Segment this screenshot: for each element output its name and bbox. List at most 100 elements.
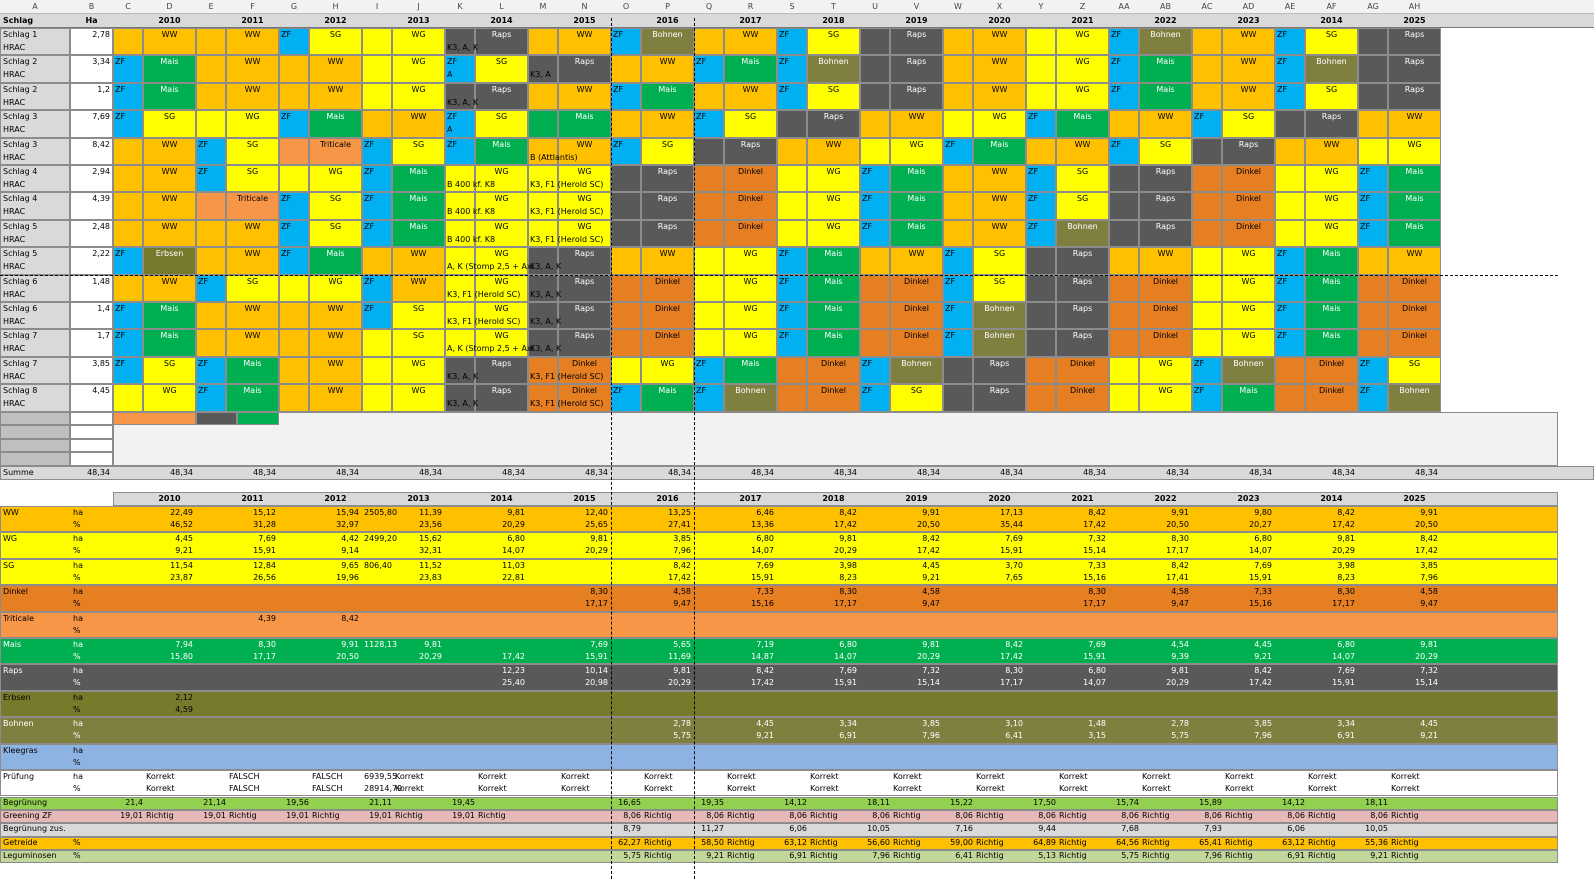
crop-label: Mais	[326, 112, 345, 122]
column-header-q[interactable]: Q	[705, 2, 713, 11]
column-header-aa[interactable]: AA	[1118, 2, 1130, 11]
column-header-g[interactable]: G	[290, 2, 298, 11]
summary-value: 8,06	[706, 811, 724, 821]
crop-cell	[309, 192, 362, 220]
crop-label: SG	[827, 84, 840, 94]
column-header-l[interactable]: L	[499, 2, 504, 11]
zf-cell	[1192, 137, 1222, 165]
header-ha: Ha	[85, 16, 98, 25]
column-header-ac[interactable]: AC	[1201, 2, 1213, 11]
stat-pct-value: 20,29	[668, 678, 691, 688]
crop-name: Bohnen	[3, 719, 34, 729]
stat-ha-value: 8,42	[341, 613, 359, 623]
stat-pct-value: Korrekt	[727, 784, 756, 793]
crop-label: Bohnen	[818, 57, 849, 67]
column-header-ab[interactable]: AB	[1160, 2, 1171, 11]
stat-ha-value: 8,30	[1171, 534, 1189, 544]
column-header-j[interactable]: J	[417, 2, 420, 11]
column-header-u[interactable]: U	[872, 2, 878, 11]
zf-cell	[694, 82, 724, 111]
zf-cell	[445, 356, 475, 385]
column-header-b[interactable]: B	[88, 2, 95, 11]
crop-cell	[392, 219, 445, 248]
stat-ha-value: 13,25	[668, 508, 691, 517]
field-ha-bg	[70, 219, 113, 248]
crop-label: Bohnen	[652, 30, 683, 39]
stat-ha-value: 9,81	[839, 534, 857, 544]
summary-status: Richtig	[976, 837, 1004, 847]
column-header-k[interactable]: K	[457, 2, 463, 11]
stats-year-header: 2015	[573, 494, 596, 503]
stat-pct-value: 25,65	[585, 520, 608, 529]
crop-cell	[558, 356, 611, 385]
crop-cell	[1139, 302, 1192, 330]
crop-cell	[1222, 192, 1275, 220]
stat-pct-value: 15,91	[1249, 572, 1272, 582]
zf-label: ZF	[1111, 30, 1122, 39]
crop-cell	[641, 165, 694, 193]
zf-cell	[528, 137, 558, 165]
crop-label: Dinkel	[738, 221, 763, 231]
crop-cell	[1139, 356, 1192, 385]
crop-label: Mais	[409, 221, 428, 231]
column-header-ag[interactable]: AG	[1367, 2, 1379, 11]
stat-ha-value: 4,58	[922, 587, 940, 597]
summary-value: 8,06	[1204, 811, 1222, 821]
extra-value: 2505,80	[364, 508, 398, 517]
summary-value: 9,21	[1370, 850, 1388, 860]
column-header-o[interactable]: O	[622, 2, 630, 11]
column-header-ad[interactable]: AD	[1242, 2, 1255, 11]
column-header-f[interactable]: F	[250, 2, 255, 11]
stat-pct-value: 17,42	[751, 678, 774, 688]
column-header-w[interactable]: W	[954, 2, 962, 11]
column-header-ae[interactable]: AE	[1284, 2, 1296, 11]
column-header-m[interactable]: M	[539, 2, 547, 11]
column-header-y[interactable]: Y	[1038, 2, 1044, 11]
column-header-i[interactable]: I	[375, 2, 379, 11]
crop-label: WG	[1158, 386, 1173, 396]
zf-cell	[279, 219, 309, 248]
column-header-p[interactable]: P	[665, 2, 670, 11]
column-header-e[interactable]: E	[208, 2, 214, 11]
crop-cell	[807, 55, 860, 83]
column-header-af[interactable]: AF	[1326, 2, 1337, 11]
crop-cell	[226, 165, 279, 193]
crop-cell	[1222, 329, 1275, 357]
field-name: Schlag 8	[3, 386, 38, 396]
stat-ha-value: 8,42	[1005, 640, 1023, 649]
stat-ha-value: 2,78	[1171, 719, 1189, 729]
crop-label: WG	[1324, 221, 1339, 231]
column-header-a[interactable]: A	[32, 2, 38, 11]
crop-label: WG	[411, 358, 426, 368]
summary-value: 7,93	[1204, 824, 1222, 834]
crop-label: Mais	[824, 276, 843, 286]
stat-pct-value: 14,07	[1249, 546, 1272, 556]
column-header-h[interactable]: H	[332, 2, 339, 11]
zf-cell	[445, 137, 475, 165]
zf-cell	[777, 165, 807, 193]
column-header-ah[interactable]: AH	[1408, 2, 1421, 11]
crop-label: SG	[1159, 139, 1172, 149]
column-header-n[interactable]: N	[581, 2, 588, 11]
summary-value: 64,56	[1116, 837, 1139, 847]
zf-cell	[528, 302, 558, 330]
dashed-row-divider	[0, 274, 1558, 276]
column-header-c[interactable]: C	[125, 2, 131, 11]
column-header-v[interactable]: V	[913, 2, 920, 11]
crop-label: SG	[744, 112, 757, 122]
column-header-z[interactable]: Z	[1079, 2, 1086, 11]
column-header-x[interactable]: X	[996, 2, 1003, 11]
column-header-r[interactable]: R	[747, 2, 754, 11]
stat-ha-value: Korrekt	[1391, 772, 1420, 781]
summary-value: 7,96	[1204, 850, 1222, 860]
column-header-s[interactable]: S	[789, 2, 795, 11]
column-header-t[interactable]: T	[831, 2, 836, 11]
zf-label: ZF	[115, 358, 126, 368]
zf-label: ZF	[1360, 194, 1371, 204]
summary-value: 7,68	[1121, 824, 1139, 834]
column-header-d[interactable]: D	[166, 2, 173, 11]
year-header: 2023	[1237, 16, 1260, 25]
crop-label: Mais	[907, 221, 926, 231]
stat-pct-value: 15,14	[1415, 678, 1438, 688]
crop-cell	[641, 82, 694, 111]
